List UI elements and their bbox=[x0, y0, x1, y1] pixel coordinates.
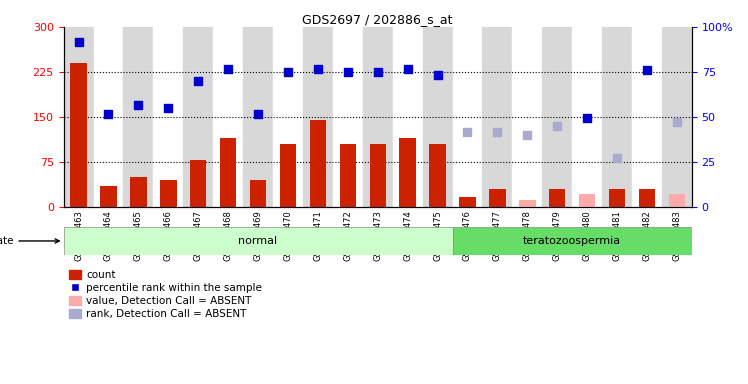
Point bbox=[372, 69, 384, 75]
Bar bbox=[243, 27, 273, 207]
Bar bbox=[602, 27, 632, 207]
Point bbox=[162, 105, 174, 111]
Text: disease state: disease state bbox=[0, 236, 59, 246]
Bar bbox=[482, 27, 512, 207]
Bar bbox=[183, 27, 213, 207]
Point bbox=[491, 129, 503, 135]
Point bbox=[222, 66, 234, 72]
Bar bbox=[190, 161, 206, 207]
Bar bbox=[94, 27, 123, 207]
Bar bbox=[160, 180, 177, 207]
Bar bbox=[453, 227, 692, 255]
Bar bbox=[579, 194, 595, 207]
Bar bbox=[512, 27, 542, 207]
Point bbox=[312, 66, 324, 72]
Bar bbox=[393, 27, 423, 207]
Bar bbox=[489, 189, 506, 207]
Bar bbox=[423, 27, 453, 207]
Point bbox=[462, 129, 473, 135]
Point bbox=[73, 39, 85, 45]
Bar bbox=[153, 27, 183, 207]
Bar bbox=[363, 27, 393, 207]
Bar bbox=[303, 27, 333, 207]
Bar bbox=[399, 138, 416, 207]
Bar bbox=[64, 27, 94, 207]
Point bbox=[132, 102, 144, 108]
Bar bbox=[64, 227, 453, 255]
Bar bbox=[273, 27, 303, 207]
Legend: count, percentile rank within the sample, value, Detection Call = ABSENT, rank, : count, percentile rank within the sample… bbox=[69, 270, 263, 319]
Point bbox=[252, 111, 264, 117]
Bar bbox=[123, 27, 153, 207]
Bar bbox=[130, 177, 147, 207]
Bar bbox=[542, 27, 572, 207]
Bar bbox=[669, 194, 685, 207]
Bar bbox=[310, 120, 326, 207]
Bar bbox=[340, 144, 356, 207]
Bar bbox=[280, 144, 296, 207]
Bar bbox=[632, 27, 662, 207]
Bar bbox=[250, 180, 266, 207]
Point bbox=[521, 132, 533, 138]
Title: GDS2697 / 202886_s_at: GDS2697 / 202886_s_at bbox=[302, 13, 453, 26]
Point bbox=[282, 69, 294, 75]
Bar bbox=[609, 189, 625, 207]
Bar bbox=[453, 27, 482, 207]
Bar bbox=[429, 144, 446, 207]
Point bbox=[671, 119, 683, 125]
Bar bbox=[70, 63, 87, 207]
Bar bbox=[459, 197, 476, 207]
Point bbox=[641, 67, 653, 73]
Bar bbox=[549, 189, 565, 207]
Bar bbox=[572, 27, 602, 207]
Point bbox=[551, 123, 563, 129]
Point bbox=[102, 111, 114, 117]
Bar bbox=[213, 27, 243, 207]
Bar bbox=[100, 186, 117, 207]
Point bbox=[581, 115, 593, 121]
Point bbox=[611, 155, 623, 161]
Point bbox=[402, 66, 414, 72]
Point bbox=[192, 78, 204, 84]
Bar bbox=[220, 138, 236, 207]
Bar bbox=[639, 189, 655, 207]
Bar bbox=[519, 200, 536, 207]
Text: normal: normal bbox=[239, 236, 278, 246]
Point bbox=[432, 72, 444, 78]
Text: teratozoospermia: teratozoospermia bbox=[523, 236, 622, 246]
Bar bbox=[662, 27, 692, 207]
Bar bbox=[370, 144, 386, 207]
Bar bbox=[333, 27, 363, 207]
Point bbox=[342, 69, 354, 75]
